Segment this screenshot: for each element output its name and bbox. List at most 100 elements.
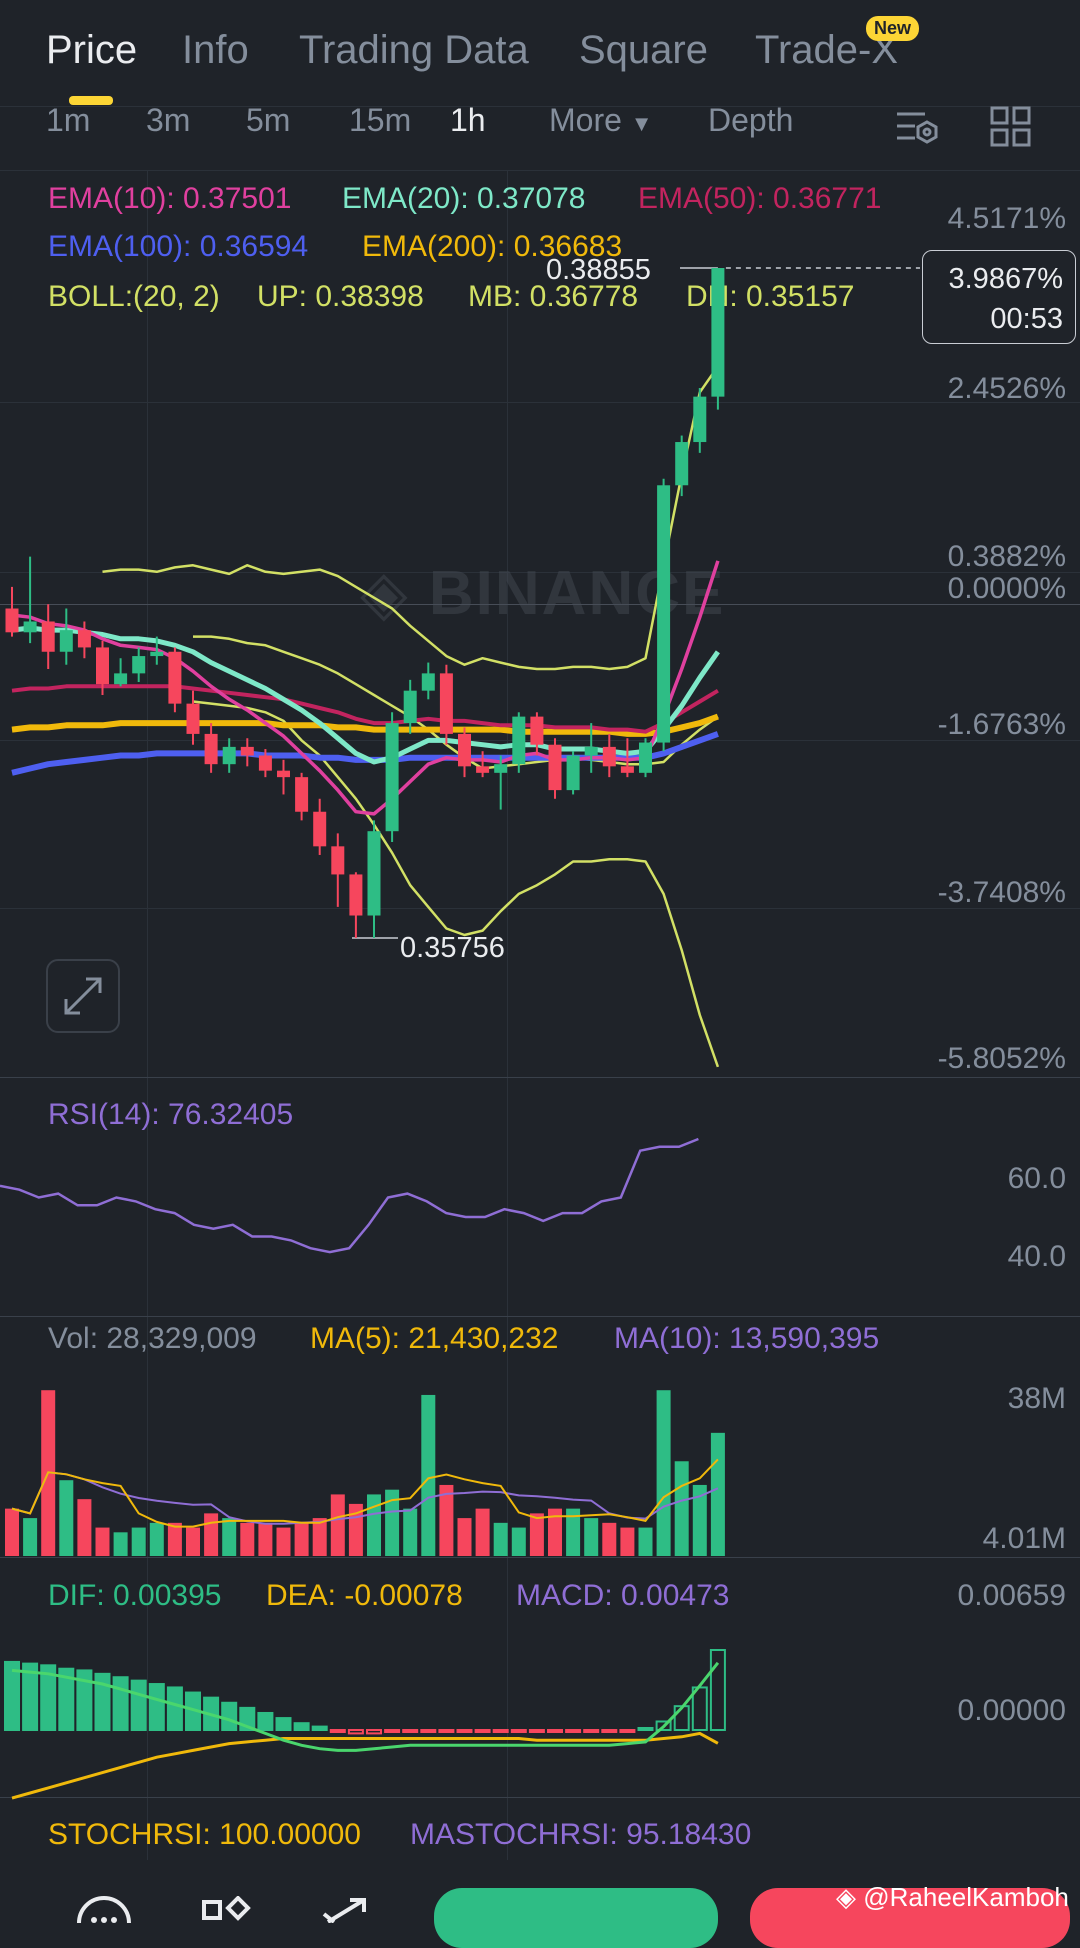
volume-bar: [258, 1522, 273, 1556]
timeframe-15m[interactable]: 15m: [349, 102, 412, 138]
macd-histogram-bar: [528, 1729, 545, 1733]
tab-trading-data[interactable]: Trading Data: [299, 28, 529, 72]
macd-histogram-bar: [547, 1729, 563, 1733]
volume-bar: [674, 1461, 689, 1556]
boll-lower-line: [192, 700, 720, 1068]
volume-bar: [475, 1508, 490, 1556]
candle-body: [711, 268, 725, 397]
timeframe-1m[interactable]: 1m: [46, 102, 91, 138]
trade-arrow-icon[interactable]: [320, 1896, 372, 1923]
candle-body: [494, 764, 508, 773]
candle-body: [295, 777, 309, 812]
ema10-legend: EMA(10): 0.37501: [48, 182, 292, 215]
timeframe-5m[interactable]: 5m: [246, 102, 291, 138]
grid-line: [0, 402, 1080, 403]
volume-bar: [240, 1522, 255, 1556]
volume-bar: [204, 1513, 219, 1556]
volume-bar: [276, 1527, 291, 1556]
macd-histogram-bar: [384, 1729, 401, 1733]
high-price-label: 0.38855: [546, 254, 651, 286]
grid-line: [0, 908, 1080, 909]
candle-body: [675, 442, 689, 486]
ema50-line: [11, 684, 719, 734]
rsi-legend: RSI(14): 76.32405: [48, 1098, 294, 1131]
candle-body: [277, 770, 290, 778]
macd-histogram-bar: [619, 1729, 636, 1733]
buy-button[interactable]: [434, 1888, 718, 1948]
price-axis-label: -3.7408%: [937, 876, 1066, 909]
grid-line: [147, 170, 148, 1860]
macd-histogram-bar: [474, 1729, 491, 1733]
pane-divider: [0, 1797, 1080, 1798]
macd-histogram-bar: [221, 1701, 238, 1732]
macd-histogram-bar: [420, 1729, 437, 1733]
macd-histogram-bar: [275, 1717, 292, 1731]
volume-bar: [5, 1508, 19, 1556]
candle-body: [421, 673, 435, 691]
macd-histogram-bar: [347, 1729, 364, 1735]
depth-tab[interactable]: Depth: [708, 102, 794, 138]
macd-axis-label: 0.00000: [957, 1694, 1066, 1727]
volume-bar: [421, 1394, 436, 1556]
candle-body: [620, 766, 634, 773]
tab-price[interactable]: Price: [46, 28, 138, 72]
macd-histogram-bar: [709, 1649, 726, 1731]
macd-histogram-bar: [510, 1729, 527, 1733]
macd-histogram-bar: [22, 1662, 39, 1732]
layout-grid-icon[interactable]: [990, 106, 1032, 148]
volume-bar: [59, 1480, 74, 1556]
macd-histogram-bar: [583, 1729, 600, 1733]
pane-divider: [0, 1557, 1080, 1558]
timeframe-more[interactable]: More ▼: [549, 102, 653, 139]
volume-bar: [566, 1508, 581, 1556]
macd-histogram-bar: [166, 1686, 183, 1731]
more-options-icon[interactable]: [76, 1892, 132, 1923]
price-axis-label: 2.4526%: [947, 372, 1066, 405]
boll-legend: BOLL:(20, 2): [48, 280, 220, 313]
volume-bar: [548, 1508, 562, 1556]
candle-body: [258, 755, 272, 771]
macd-dif-line: [11, 1661, 720, 1752]
macd-histogram-bar: [366, 1729, 382, 1735]
expand-icon: [64, 977, 102, 1015]
tab-square[interactable]: Square: [579, 28, 708, 72]
volume-legend: Vol: 28,329,009: [48, 1322, 257, 1355]
volume-bar: [312, 1518, 327, 1556]
binance-logo-icon: ◈: [836, 1882, 856, 1912]
volume-bar: [692, 1484, 707, 1556]
volume-ma10-legend: MA(10): 13,590,395: [614, 1322, 880, 1355]
macd-histogram-bar: [565, 1729, 582, 1733]
candle-body: [204, 733, 218, 765]
indicator-settings-icon[interactable]: [895, 108, 939, 148]
volume-ma5-legend: MA(5): 21,430,232: [310, 1322, 559, 1355]
macd-dif-legend: DIF: 0.00395: [48, 1579, 222, 1612]
candle-body: [222, 746, 236, 765]
volume-bar: [113, 1532, 128, 1556]
volume-bar: [222, 1518, 237, 1556]
macd-axis-label: 0.00659: [957, 1579, 1066, 1612]
expand-chart-button[interactable]: [46, 959, 120, 1033]
price-axis-label: 0.3882%: [947, 540, 1066, 573]
active-tab-indicator: [69, 96, 113, 105]
tab-info[interactable]: Info: [182, 28, 249, 72]
volume-bar: [186, 1527, 200, 1556]
volume-axis-label: 38M: [1007, 1382, 1066, 1415]
candle-body: [41, 621, 55, 652]
macd-histogram-bar: [76, 1669, 93, 1732]
candle-body: [385, 723, 399, 832]
grid-line: [507, 170, 508, 1860]
price-chart[interactable]: [0, 170, 1080, 1860]
dashboard-icon[interactable]: [200, 1896, 252, 1923]
rsi-axis-label: 40.0: [1007, 1240, 1066, 1273]
macd-histogram-bar: [148, 1683, 165, 1732]
boll-upper-line: [102, 365, 719, 671]
candle-body: [168, 651, 182, 704]
timeframe-1h[interactable]: 1h: [450, 102, 486, 138]
caret-down-icon: ▼: [630, 111, 653, 136]
macd-histogram-bar: [438, 1729, 455, 1733]
candle-body: [59, 630, 73, 652]
volume-ma10-line: [11, 1471, 719, 1525]
timeframe-3m[interactable]: 3m: [146, 102, 191, 138]
macd-histogram-bar: [637, 1727, 654, 1731]
candle-body: [150, 651, 164, 657]
